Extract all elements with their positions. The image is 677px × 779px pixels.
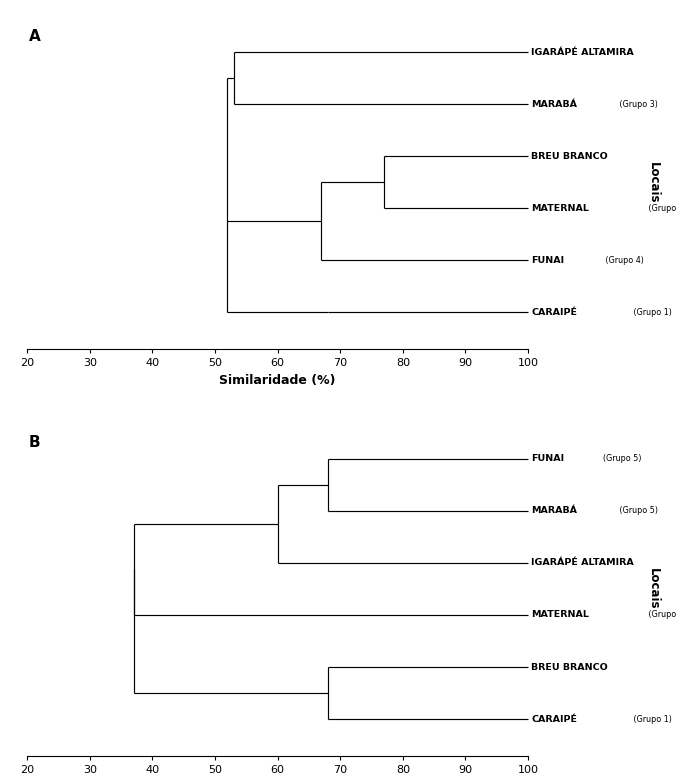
Text: FUNAI: FUNAI [531,256,565,265]
Text: MARABÁ: MARABÁ [531,100,577,108]
Text: MATERNAL: MATERNAL [531,611,589,619]
Text: (Grupo 4): (Grupo 4) [646,204,677,213]
Text: BREU BRANCO: BREU BRANCO [531,663,608,671]
Text: B: B [29,435,41,450]
Text: MATERNAL: MATERNAL [531,204,589,213]
Text: MARABÁ: MARABÁ [531,506,577,516]
Text: (Grupo 1): (Grupo 1) [632,308,672,317]
Text: CARAIPÉ: CARAIPÉ [531,714,577,724]
Text: (Grupo 5): (Grupo 5) [617,506,658,516]
Text: IGARÁPÉ ALTAMIRA: IGARÁPÉ ALTAMIRA [531,559,634,567]
Text: Locais: Locais [647,568,660,610]
Text: FUNAI: FUNAI [531,454,565,464]
Text: (Grupo 3): (Grupo 3) [617,100,658,108]
X-axis label: Similaridade (%): Similaridade (%) [219,373,336,386]
Text: A: A [29,29,41,44]
Text: (Grupo 3): (Grupo 3) [646,611,677,619]
Text: (Grupo 4): (Grupo 4) [603,256,644,265]
Text: BREU BRANCO: BREU BRANCO [531,152,608,160]
Text: IGARÁPÉ ALTAMIRA: IGARÁPÉ ALTAMIRA [531,48,634,57]
Text: (Grupo 5): (Grupo 5) [603,454,641,464]
Text: CARAIPÉ: CARAIPÉ [531,308,577,317]
Text: Locais: Locais [647,161,660,203]
Text: (Grupo 1): (Grupo 1) [632,714,672,724]
